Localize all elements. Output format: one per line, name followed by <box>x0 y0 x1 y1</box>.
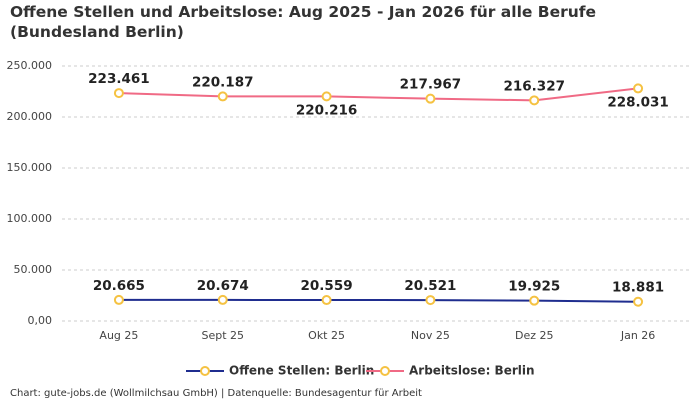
legend-label: Arbeitslose: Berlin <box>409 364 535 378</box>
value-label: 18.881 <box>612 280 664 296</box>
value-label: 19.925 <box>508 279 560 295</box>
chart-title: Offene Stellen und Arbeitslose: Aug 2025… <box>10 3 597 41</box>
value-label: 20.521 <box>404 278 456 294</box>
point <box>113 88 124 99</box>
x-tick-label: Okt 25 <box>308 329 345 342</box>
point <box>321 295 332 306</box>
footer: Chart: gute-jobs.de (Wollmilchsau GmbH) … <box>10 388 422 399</box>
point <box>529 295 540 306</box>
value-label: 216.327 <box>504 78 566 94</box>
x-tick-label: Nov 25 <box>411 329 450 342</box>
value-label: 20.559 <box>301 278 353 294</box>
point <box>633 296 644 307</box>
x-tick-label: Aug 25 <box>99 329 138 342</box>
value-label: 220.187 <box>192 74 254 90</box>
legend-marker <box>200 366 210 376</box>
y-tick-label: 50.000 <box>14 263 53 276</box>
point <box>425 295 436 306</box>
point <box>425 93 436 104</box>
series-line <box>118 298 639 303</box>
value-label: 220.216 <box>296 102 358 118</box>
y-tick-label: 200.000 <box>7 110 53 123</box>
point <box>217 91 228 102</box>
legend-label: Offene Stellen: Berlin <box>229 364 374 378</box>
point <box>529 95 540 106</box>
x-tick-label: Dez 25 <box>515 329 554 342</box>
y-tick-label: 0,00 <box>28 314 53 327</box>
value-label: 20.674 <box>197 278 249 294</box>
point <box>113 294 124 305</box>
value-label: 228.031 <box>607 94 669 110</box>
legend-marker <box>380 366 390 376</box>
x-tick-label: Sept 25 <box>201 329 244 342</box>
y-tick-label: 100.000 <box>7 212 53 225</box>
value-label: 223.461 <box>88 71 150 87</box>
y-tick-label: 250.000 <box>7 59 53 72</box>
x-tick-label: Jan 26 <box>620 329 655 342</box>
point <box>321 91 332 102</box>
point <box>633 83 644 94</box>
point <box>217 294 228 305</box>
series-line <box>118 87 639 102</box>
y-tick-label: 150.000 <box>7 161 53 174</box>
value-label: 20.665 <box>93 278 145 294</box>
value-label: 217.967 <box>400 77 462 93</box>
